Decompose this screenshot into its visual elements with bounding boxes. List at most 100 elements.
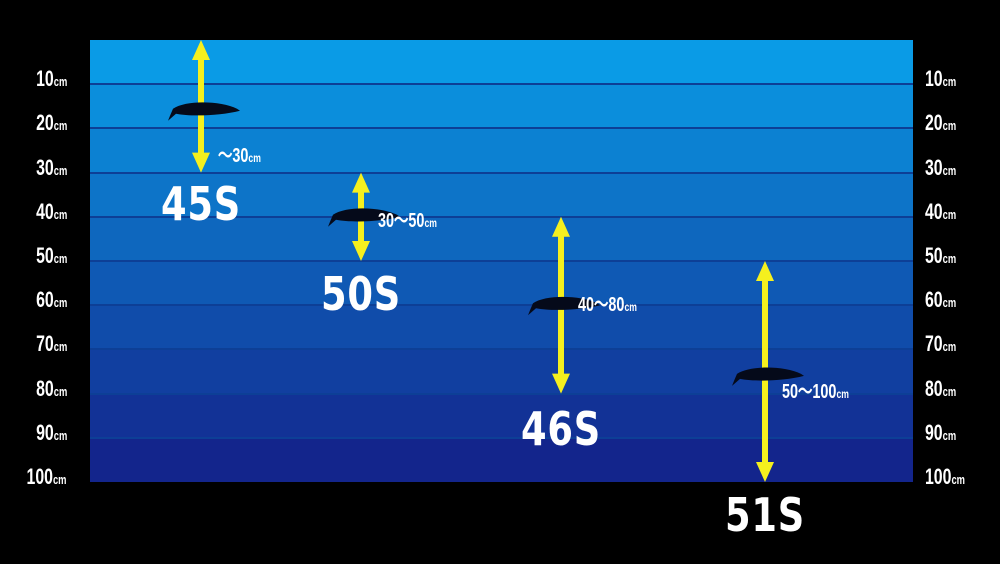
depth-gridline: [90, 215, 913, 218]
depth-label-right: 10cm: [925, 68, 956, 90]
depth-label-left: 30cm: [35, 154, 67, 180]
depth-gridline: [90, 260, 913, 262]
depth-unit: cm: [53, 118, 67, 134]
depth-label-left: 50cm: [36, 245, 67, 267]
range-unit: cm: [424, 215, 437, 230]
depth-label-left: 20cm: [36, 112, 67, 134]
depth-label-left: 10cm: [36, 68, 67, 90]
depth-range-label: 30～50cm: [378, 211, 437, 231]
depth-unit: cm: [53, 74, 67, 90]
depth-gridline: [90, 171, 913, 174]
depth-label-left: 100cm: [27, 466, 67, 488]
depth-value: 90: [925, 419, 943, 445]
depth-value: 40: [925, 198, 943, 224]
depth-range-label: 50～100cm: [782, 382, 849, 402]
water-depth-panel: [90, 40, 913, 482]
depth-value: 70: [35, 331, 54, 357]
depth-unit: cm: [942, 206, 957, 222]
range-unit: cm: [624, 300, 637, 315]
lure-model-name: 50S: [320, 267, 402, 321]
depth-label-left: 80cm: [35, 375, 67, 401]
lure-silhouette-icon: [168, 102, 240, 121]
water-band: [90, 261, 913, 307]
depth-value: 80: [35, 375, 54, 401]
lure-silhouette-icon: [528, 296, 600, 316]
lure-model-name: 51S: [724, 488, 806, 542]
water-band: [90, 216, 913, 262]
depth-unit: cm: [942, 339, 957, 355]
depth-gridline: [90, 392, 913, 395]
depth-unit: cm: [942, 295, 957, 311]
lure-model-name: 45S: [160, 176, 242, 231]
lure-model-name: 46S: [520, 401, 602, 456]
depth-label-right: 100cm: [925, 466, 965, 488]
depth-gridline: [90, 127, 913, 130]
depth-value: 90: [35, 419, 54, 445]
depth-unit: cm: [942, 162, 957, 178]
depth-label-right: 90cm: [925, 419, 957, 445]
depth-range-arrow: [732, 261, 804, 482]
range-unit: cm: [836, 386, 849, 401]
depth-value: 10: [925, 66, 943, 92]
depth-unit: cm: [942, 74, 957, 90]
depth-gridline: [90, 304, 913, 307]
lure-silhouette-icon: [732, 367, 804, 386]
depth-unit: cm: [53, 295, 67, 311]
depth-label-right: 70cm: [925, 333, 956, 355]
depth-range-arrow: [328, 172, 400, 261]
depth-label-right: 30cm: [925, 154, 957, 180]
depth-gridline: [90, 436, 913, 439]
water-band: [90, 305, 913, 351]
depth-unit: cm: [53, 251, 67, 266]
range-unit: cm: [248, 151, 261, 166]
range-value: 40～80: [578, 294, 625, 317]
depth-label-left: 60cm: [36, 289, 67, 311]
range-value: ～30: [218, 145, 249, 168]
water-band: [90, 437, 913, 482]
depth-range-label: ～30cm: [218, 146, 261, 166]
depth-unit: cm: [942, 251, 957, 266]
water-band: [90, 393, 913, 439]
depth-label-left: 70cm: [36, 333, 67, 355]
depth-value: 60: [925, 287, 943, 313]
depth-value: 30: [35, 154, 54, 180]
depth-unit: cm: [53, 383, 67, 399]
depth-unit: cm: [53, 206, 67, 222]
depth-value: 50: [35, 243, 54, 268]
depth-value: 60: [35, 287, 54, 313]
water-band: [90, 172, 913, 218]
range-value: 50～100: [782, 380, 837, 403]
depth-unit: cm: [53, 339, 67, 355]
depth-unit: cm: [951, 472, 965, 487]
depth-unit: cm: [53, 472, 67, 487]
depth-value: 70: [925, 331, 943, 357]
depth-unit: cm: [53, 427, 67, 443]
depth-value: 20: [35, 110, 54, 136]
depth-label-right: 40cm: [925, 198, 957, 224]
water-band: [90, 128, 913, 174]
range-value: 30～50: [378, 209, 425, 232]
depth-value: 40: [35, 198, 54, 224]
depth-value: 30: [925, 154, 943, 180]
depth-gridline: [90, 348, 913, 351]
depth-value: 20: [925, 110, 943, 136]
depth-gridline: [90, 83, 913, 86]
depth-range-label: 40～80cm: [578, 295, 637, 315]
depth-label-left: 90cm: [35, 419, 67, 445]
depth-value: 10: [35, 66, 54, 92]
depth-unit: cm: [942, 383, 957, 399]
depth-unit: cm: [942, 118, 957, 134]
depth-unit: cm: [942, 427, 957, 443]
depth-range-arrow: [168, 40, 240, 173]
depth-value: 100: [925, 464, 952, 489]
depth-value: 50: [925, 243, 943, 268]
depth-label-left: 40cm: [35, 198, 67, 224]
depth-value: 80: [925, 375, 943, 401]
lure-silhouette-icon: [328, 208, 400, 227]
depth-label-right: 20cm: [925, 112, 956, 134]
water-band: [90, 40, 913, 86]
depth-label-right: 80cm: [925, 375, 957, 401]
depth-value: 100: [27, 464, 54, 489]
depth-range-arrow: [528, 216, 600, 394]
